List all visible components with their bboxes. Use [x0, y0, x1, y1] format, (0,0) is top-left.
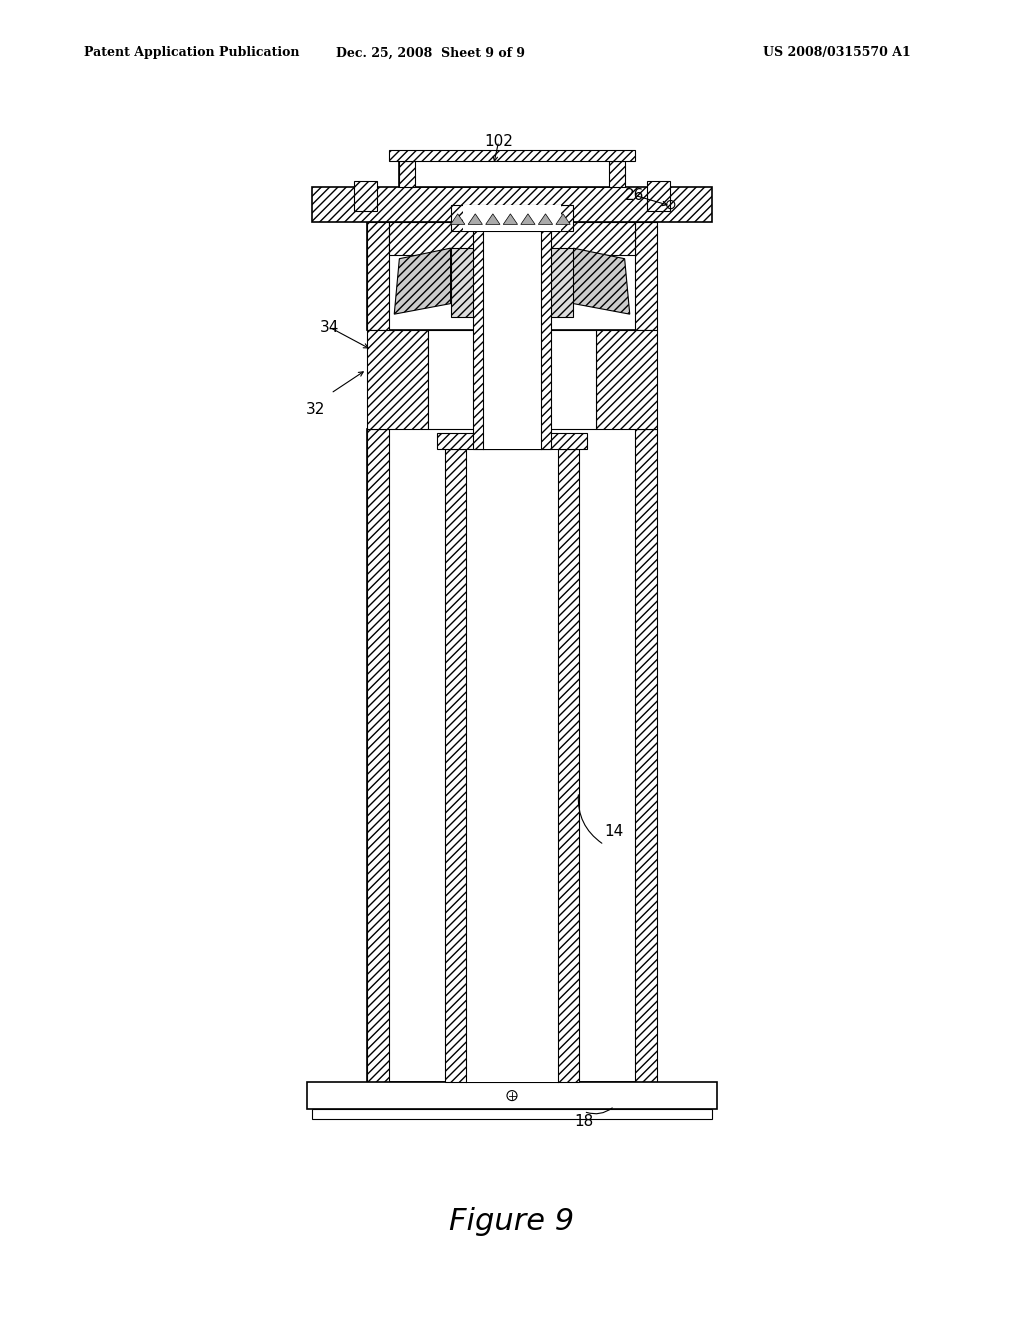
Bar [451, 205, 573, 231]
Bar [473, 218, 551, 449]
Bar [307, 1082, 717, 1109]
Bar [635, 222, 657, 330]
Text: 102: 102 [484, 133, 513, 149]
Bar [389, 222, 635, 255]
Text: US 2008/0315570 A1: US 2008/0315570 A1 [763, 46, 910, 59]
Text: 26: 26 [626, 187, 644, 203]
Text: 32: 32 [306, 401, 325, 417]
Bar [445, 449, 579, 1082]
Bar [463, 205, 561, 231]
Text: 18: 18 [574, 1114, 593, 1130]
Text: Figure 9: Figure 9 [450, 1206, 574, 1236]
Polygon shape [503, 214, 517, 224]
Polygon shape [468, 214, 482, 224]
Bar [367, 429, 389, 1082]
Bar [635, 429, 657, 1082]
Bar [312, 1109, 712, 1119]
Polygon shape [556, 214, 570, 224]
Bar [367, 429, 657, 1082]
Text: 14: 14 [605, 824, 624, 840]
Bar [609, 161, 625, 187]
Bar [312, 187, 712, 222]
Text: 34: 34 [321, 319, 339, 335]
Bar [428, 330, 596, 429]
Polygon shape [485, 214, 500, 224]
Bar [647, 181, 670, 211]
Bar [483, 218, 541, 449]
Polygon shape [573, 248, 630, 314]
Polygon shape [451, 214, 465, 224]
Polygon shape [394, 248, 451, 314]
Bar [399, 161, 625, 187]
Text: Dec. 25, 2008  Sheet 9 of 9: Dec. 25, 2008 Sheet 9 of 9 [336, 46, 524, 59]
Bar [367, 330, 428, 429]
Polygon shape [521, 214, 536, 224]
Bar [466, 449, 558, 1082]
Bar [451, 248, 573, 317]
Bar [354, 181, 377, 211]
Bar [367, 222, 657, 330]
Bar [596, 330, 657, 429]
Bar [437, 433, 587, 449]
Text: Patent Application Publication: Patent Application Publication [84, 46, 299, 59]
Polygon shape [539, 214, 553, 224]
Bar [367, 222, 389, 330]
Bar [399, 161, 415, 187]
Bar [389, 150, 635, 161]
